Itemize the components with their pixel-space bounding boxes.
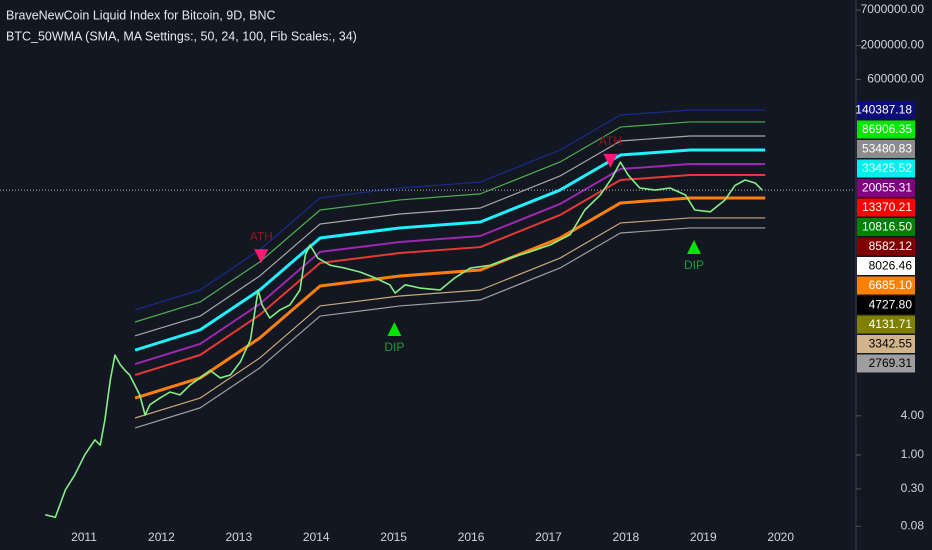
price-label-box bbox=[857, 257, 915, 275]
price-label: 3342.55 bbox=[869, 337, 913, 351]
x-tick-label: 2013 bbox=[225, 530, 252, 544]
annotation-marker bbox=[686, 239, 701, 254]
price-label: 4727.80 bbox=[869, 298, 913, 312]
series-line bbox=[134, 148, 766, 352]
x-tick-label: 2012 bbox=[148, 530, 175, 544]
plot-area: ATH ATH DIP DIP bbox=[0, 109, 855, 519]
x-tick-label: 2014 bbox=[303, 530, 330, 544]
y-tick-label: 1.00 bbox=[901, 447, 925, 461]
y-tick-label: 600000.00 bbox=[867, 72, 924, 86]
series-line bbox=[134, 227, 766, 429]
price-label: 13370.21 bbox=[862, 200, 912, 214]
x-tick-label: 2018 bbox=[613, 530, 640, 544]
y-tick-label: 0.30 bbox=[901, 481, 925, 495]
price-label-box bbox=[857, 140, 915, 158]
price-label-box bbox=[857, 354, 915, 373]
price-label-box bbox=[857, 198, 915, 217]
y-tick-label: 2000000.00 bbox=[861, 38, 925, 52]
price-label: 8582.12 bbox=[869, 239, 913, 253]
series-line bbox=[134, 196, 766, 400]
x-tick-label: 2017 bbox=[535, 530, 562, 544]
annotation-label: DIP bbox=[684, 258, 704, 272]
price-label-box bbox=[857, 315, 915, 334]
price-label: 8026.46 bbox=[869, 259, 913, 273]
price-label: 20055.31 bbox=[862, 181, 912, 195]
series-line bbox=[134, 109, 766, 311]
x-tick-label: 2016 bbox=[458, 530, 485, 544]
price-label-box bbox=[857, 159, 915, 178]
price-label: 6685.10 bbox=[869, 278, 913, 292]
price-label-box bbox=[857, 276, 915, 295]
x-tick-label: 2011 bbox=[71, 530, 97, 544]
price-label-box bbox=[857, 101, 915, 119]
price-label-box bbox=[857, 237, 915, 256]
y-tick-label: 0.08 bbox=[901, 518, 925, 532]
price-label-box bbox=[857, 218, 915, 236]
price-label-box bbox=[857, 179, 915, 197]
y-tick-label: 4.00 bbox=[901, 408, 925, 422]
series-line bbox=[134, 162, 766, 366]
series-line bbox=[134, 121, 766, 323]
price-label: 2769.31 bbox=[869, 356, 913, 370]
price-label: 140387.18 bbox=[855, 103, 912, 117]
price-label-box bbox=[857, 296, 915, 314]
series-line bbox=[45, 161, 763, 519]
annotation-marker bbox=[254, 249, 269, 264]
chart-subtitle: BTC_50WMA (SMA, MA Settings:, 50, 24, 10… bbox=[6, 29, 357, 43]
chart-title: BraveNewCoin Liquid Index for Bitcoin, 9… bbox=[6, 8, 276, 22]
price-label-box bbox=[857, 120, 915, 139]
annotation-label: ATH bbox=[250, 229, 273, 243]
price-label: 4131.71 bbox=[869, 317, 913, 331]
annotation-label: DIP bbox=[384, 340, 404, 354]
annotation-marker bbox=[603, 153, 618, 168]
price-label: 53480.83 bbox=[862, 142, 912, 156]
price-label-box bbox=[857, 335, 915, 353]
x-tick-label: 2020 bbox=[767, 530, 794, 544]
annotation-marker bbox=[387, 322, 402, 337]
axes: 7000000.00 2000000.00 600000.00 4.00 1.00 0.3… bbox=[71, 2, 924, 544]
price-label: 10816.50 bbox=[862, 220, 912, 234]
price-label: 86906.35 bbox=[862, 122, 912, 136]
annotation-label: ATH bbox=[599, 134, 622, 148]
series-line bbox=[134, 135, 766, 337]
y-tick-label: 7000000.00 bbox=[861, 2, 925, 16]
series-line bbox=[134, 217, 766, 419]
x-tick-label: 2015 bbox=[380, 530, 407, 544]
price-label: 33425.52 bbox=[862, 161, 912, 175]
series-line bbox=[134, 173, 766, 376]
x-tick-label: 2019 bbox=[690, 530, 717, 544]
